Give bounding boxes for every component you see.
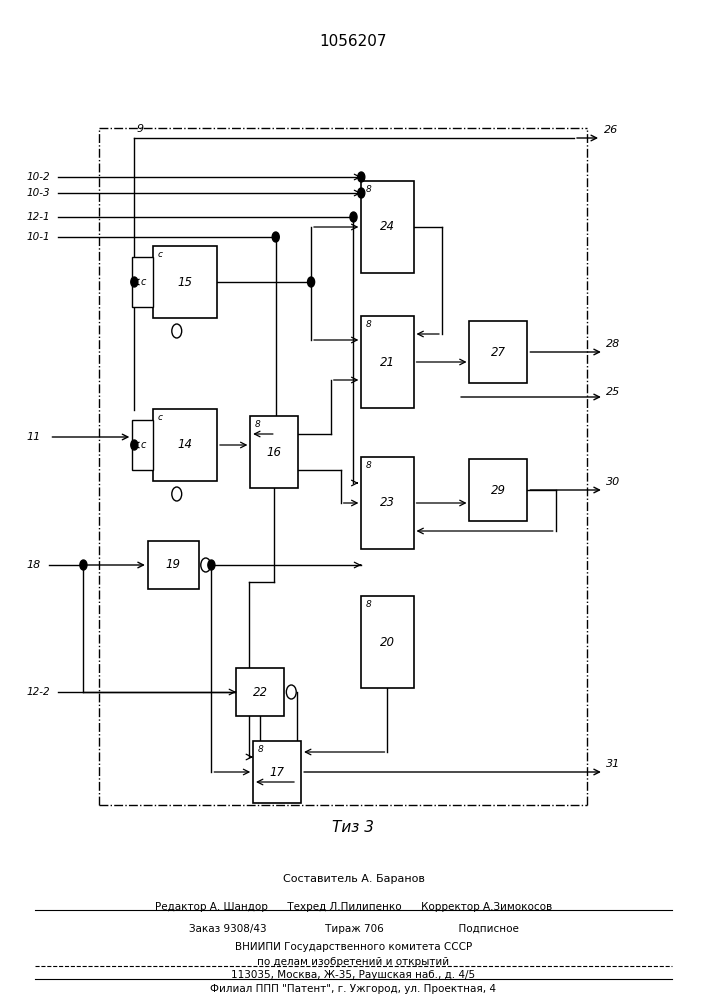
Text: Заказ 9308/43                  Тираж 706                       Подписное: Заказ 9308/43 Тираж 706 Подписное xyxy=(189,924,518,934)
Text: Τиз 3: Τиз 3 xyxy=(332,820,375,834)
Text: 23: 23 xyxy=(380,496,395,510)
Circle shape xyxy=(308,277,315,287)
Text: 10-3: 10-3 xyxy=(27,188,50,198)
Text: 11: 11 xyxy=(27,432,41,442)
Circle shape xyxy=(131,277,138,287)
Text: 19: 19 xyxy=(165,558,181,572)
Bar xyxy=(132,420,153,470)
Circle shape xyxy=(201,558,211,572)
Bar xyxy=(361,596,414,688)
Bar xyxy=(236,668,284,716)
Text: 28: 28 xyxy=(606,339,620,349)
Text: 8: 8 xyxy=(366,600,371,609)
Bar xyxy=(250,416,298,488)
Text: 22: 22 xyxy=(252,686,268,698)
Circle shape xyxy=(172,487,182,501)
Bar xyxy=(361,181,414,273)
Text: 26: 26 xyxy=(604,125,618,135)
Text: 9: 9 xyxy=(136,124,144,134)
Circle shape xyxy=(131,440,138,450)
Bar xyxy=(361,457,414,549)
Text: 18: 18 xyxy=(27,560,41,570)
Text: c: c xyxy=(158,250,163,259)
Text: Составитель А. Баранов: Составитель А. Баранов xyxy=(283,874,424,884)
Bar xyxy=(132,257,153,307)
Text: ВНИИПИ Государственного комитета СССР: ВНИИПИ Государственного комитета СССР xyxy=(235,942,472,952)
Text: 25: 25 xyxy=(606,387,620,397)
Bar xyxy=(253,741,301,803)
Bar xyxy=(148,541,199,589)
Text: 113035, Москва, Ж-35, Раушская наб., д. 4/5: 113035, Москва, Ж-35, Раушская наб., д. … xyxy=(231,970,476,980)
Bar xyxy=(361,316,414,408)
Text: 15: 15 xyxy=(177,275,193,288)
Text: 24: 24 xyxy=(380,221,395,233)
Circle shape xyxy=(286,685,296,699)
Text: 27: 27 xyxy=(491,346,506,359)
Text: 14: 14 xyxy=(177,438,193,452)
Bar xyxy=(469,321,527,383)
Circle shape xyxy=(172,324,182,338)
Text: 8: 8 xyxy=(255,420,260,429)
Text: c: c xyxy=(158,413,163,422)
Text: 10-2: 10-2 xyxy=(27,172,50,182)
Text: 12-1: 12-1 xyxy=(27,212,50,222)
Text: c: c xyxy=(140,277,146,287)
Text: 8: 8 xyxy=(366,185,371,194)
Circle shape xyxy=(358,188,365,198)
Text: по делам изобретений и открытий: по делам изобретений и открытий xyxy=(257,957,450,967)
Text: 8: 8 xyxy=(366,320,371,329)
Circle shape xyxy=(350,212,357,222)
Text: 31: 31 xyxy=(606,759,620,769)
Text: 8: 8 xyxy=(257,745,263,754)
Circle shape xyxy=(358,172,365,182)
Circle shape xyxy=(272,232,279,242)
Text: 12-2: 12-2 xyxy=(27,687,50,697)
Text: 30: 30 xyxy=(606,477,620,487)
Bar xyxy=(153,409,217,481)
Text: 29: 29 xyxy=(491,484,506,496)
Text: 1056207: 1056207 xyxy=(320,34,387,49)
Circle shape xyxy=(208,560,215,570)
Text: 16: 16 xyxy=(267,446,282,458)
Bar xyxy=(469,459,527,521)
Text: c: c xyxy=(140,440,146,450)
Bar xyxy=(153,246,217,318)
Circle shape xyxy=(80,560,87,570)
Text: 20: 20 xyxy=(380,636,395,648)
Text: 21: 21 xyxy=(380,356,395,368)
Text: 17: 17 xyxy=(269,766,285,778)
Text: Редактор А. Шандор      Техред Л.Пилипенко      Корректор А.Зимокосов: Редактор А. Шандор Техред Л.Пилипенко Ко… xyxy=(155,902,552,912)
Text: 8: 8 xyxy=(366,461,371,470)
Text: 10-1: 10-1 xyxy=(27,232,50,242)
Text: Филиал ППП "Патент", г. Ужгород, ул. Проектная, 4: Филиал ППП "Патент", г. Ужгород, ул. Про… xyxy=(211,984,496,994)
